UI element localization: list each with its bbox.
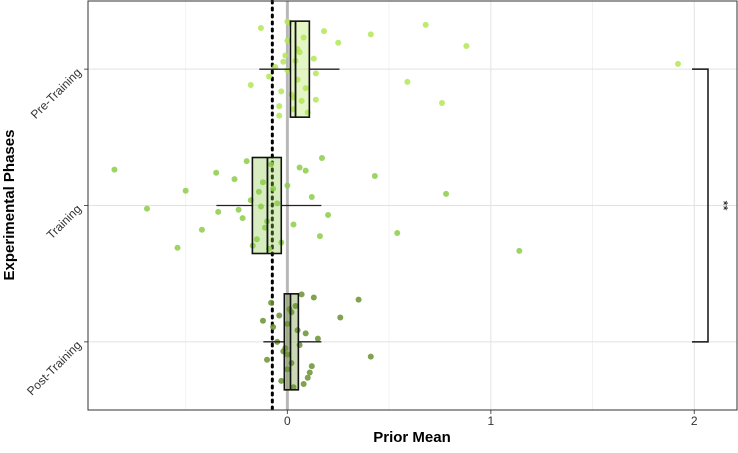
data-point (463, 42, 470, 49)
data-point (276, 103, 283, 110)
data-point (298, 97, 305, 104)
data-point (422, 21, 429, 28)
x-tick-label: 0 (284, 414, 291, 428)
data-point (198, 226, 205, 233)
data-point (300, 381, 307, 388)
significance-label: ** (716, 200, 731, 210)
data-point (280, 58, 287, 65)
data-point (325, 212, 332, 218)
data-point (308, 363, 315, 370)
data-point (312, 70, 319, 77)
data-point (243, 158, 250, 165)
data-point (290, 221, 297, 228)
data-point (253, 236, 260, 243)
data-point (231, 176, 238, 183)
data-point (675, 60, 681, 67)
data-point (278, 88, 285, 95)
y-axis-title: Experimental Phases (1, 130, 18, 281)
data-point (290, 384, 297, 391)
data-point (302, 330, 309, 337)
data-point (213, 169, 220, 176)
data-point (268, 161, 275, 168)
data-point (296, 49, 303, 56)
data-point (371, 172, 378, 179)
box (283, 293, 300, 391)
data-point (516, 247, 523, 254)
data-point (284, 320, 291, 327)
plot-border (87, 0, 738, 411)
data-point (276, 312, 283, 319)
data-point (310, 294, 317, 301)
data-point (276, 112, 283, 119)
data-point (312, 96, 319, 103)
data-point (282, 52, 289, 59)
data-point (284, 182, 291, 189)
data-point (144, 205, 150, 212)
data-point (304, 374, 311, 381)
x-tick-label: 1 (487, 414, 494, 428)
y-tick-label: Training (44, 202, 84, 242)
data-point (337, 314, 344, 321)
data-point (255, 188, 262, 195)
data-point (215, 208, 222, 215)
data-point (310, 55, 317, 62)
data-point (257, 25, 264, 31)
data-point (439, 99, 445, 106)
data-point (274, 200, 281, 207)
data-point (270, 324, 277, 331)
data-point (174, 244, 181, 251)
data-point (247, 82, 254, 88)
data-point (292, 302, 299, 309)
data-point (335, 39, 342, 46)
data-point (443, 190, 450, 197)
data-point (318, 155, 325, 161)
data-point (367, 353, 374, 360)
data-point (284, 351, 291, 358)
data-point (404, 78, 411, 85)
data-point (239, 215, 246, 222)
data-point (302, 85, 309, 92)
data-point (284, 366, 291, 373)
data-point (296, 164, 303, 171)
data-point (266, 73, 273, 80)
data-point (300, 34, 307, 41)
data-point (259, 179, 266, 186)
data-point (284, 37, 291, 44)
data-point (321, 28, 327, 35)
data-point (257, 203, 264, 210)
data-point (268, 299, 275, 306)
data-point (278, 377, 285, 384)
data-point (306, 369, 313, 376)
data-point (316, 233, 323, 240)
y-tick-label: Post-Training (24, 338, 84, 398)
data-point (314, 335, 321, 342)
x-axis-title: Prior Mean (373, 429, 451, 446)
data-point (235, 206, 242, 213)
data-point (367, 31, 374, 38)
data-point (270, 185, 277, 192)
y-tick-label: Pre-Training (28, 65, 84, 121)
x-tick-label: 2 (691, 414, 698, 428)
box (289, 20, 311, 118)
data-point (264, 356, 271, 363)
data-point (262, 224, 268, 231)
data-point (111, 166, 118, 173)
data-point (298, 291, 305, 298)
data-point (308, 194, 315, 201)
data-point (182, 187, 189, 194)
data-point (355, 296, 362, 303)
data-point (302, 167, 309, 174)
significance-bracket (692, 68, 709, 343)
data-point (394, 229, 401, 236)
data-point (284, 67, 291, 74)
data-point (259, 317, 266, 324)
